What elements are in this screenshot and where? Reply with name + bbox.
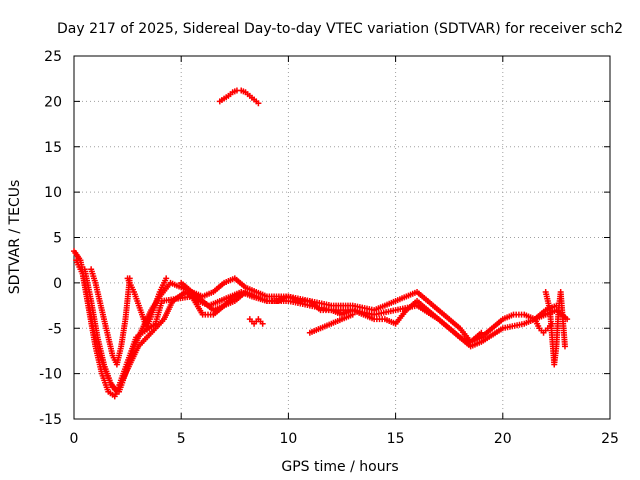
- x-tick-label: 0: [70, 431, 79, 447]
- y-tick-label: -5: [48, 321, 62, 337]
- series-track-g: [306, 311, 356, 336]
- y-tick-label: -10: [39, 367, 62, 383]
- x-axis-label: GPS time / hours: [281, 459, 398, 475]
- series-track-i: [216, 87, 262, 107]
- y-tick-label: 15: [44, 140, 62, 156]
- series-track-k: [531, 316, 556, 336]
- x-tick-label: 25: [601, 431, 619, 447]
- y-tick-label: 10: [44, 185, 62, 201]
- series-track-e: [124, 275, 170, 332]
- data-point: [478, 329, 485, 336]
- chart-title: Day 217 of 2025, Sidereal Day-to-day VTE…: [57, 21, 623, 37]
- y-tick-label: 25: [44, 49, 62, 65]
- data-point: [255, 100, 262, 107]
- y-axis-label: SDTVAR / TECUs: [7, 180, 23, 295]
- x-tick-label: 10: [279, 431, 297, 447]
- series-track-j: [542, 288, 568, 368]
- data-points: [71, 87, 571, 400]
- x-tick-label: 15: [387, 431, 405, 447]
- data-point: [349, 311, 356, 318]
- ticks: 0 5 10 15 20 25 -15 -10 -5 0 5 10 15 20 25: [39, 49, 619, 447]
- data-point: [259, 320, 266, 327]
- grid: [74, 56, 610, 419]
- y-tick-label: 0: [53, 276, 62, 292]
- data-point: [549, 320, 556, 327]
- data-point: [561, 343, 568, 350]
- y-tick-label: 20: [44, 94, 62, 110]
- y-tick-label: -15: [39, 412, 62, 428]
- data-point: [163, 275, 170, 282]
- series-track-h: [246, 316, 266, 327]
- x-tick-label: 5: [177, 431, 186, 447]
- y-tick-label: 5: [53, 231, 62, 247]
- x-tick-label: 20: [494, 431, 512, 447]
